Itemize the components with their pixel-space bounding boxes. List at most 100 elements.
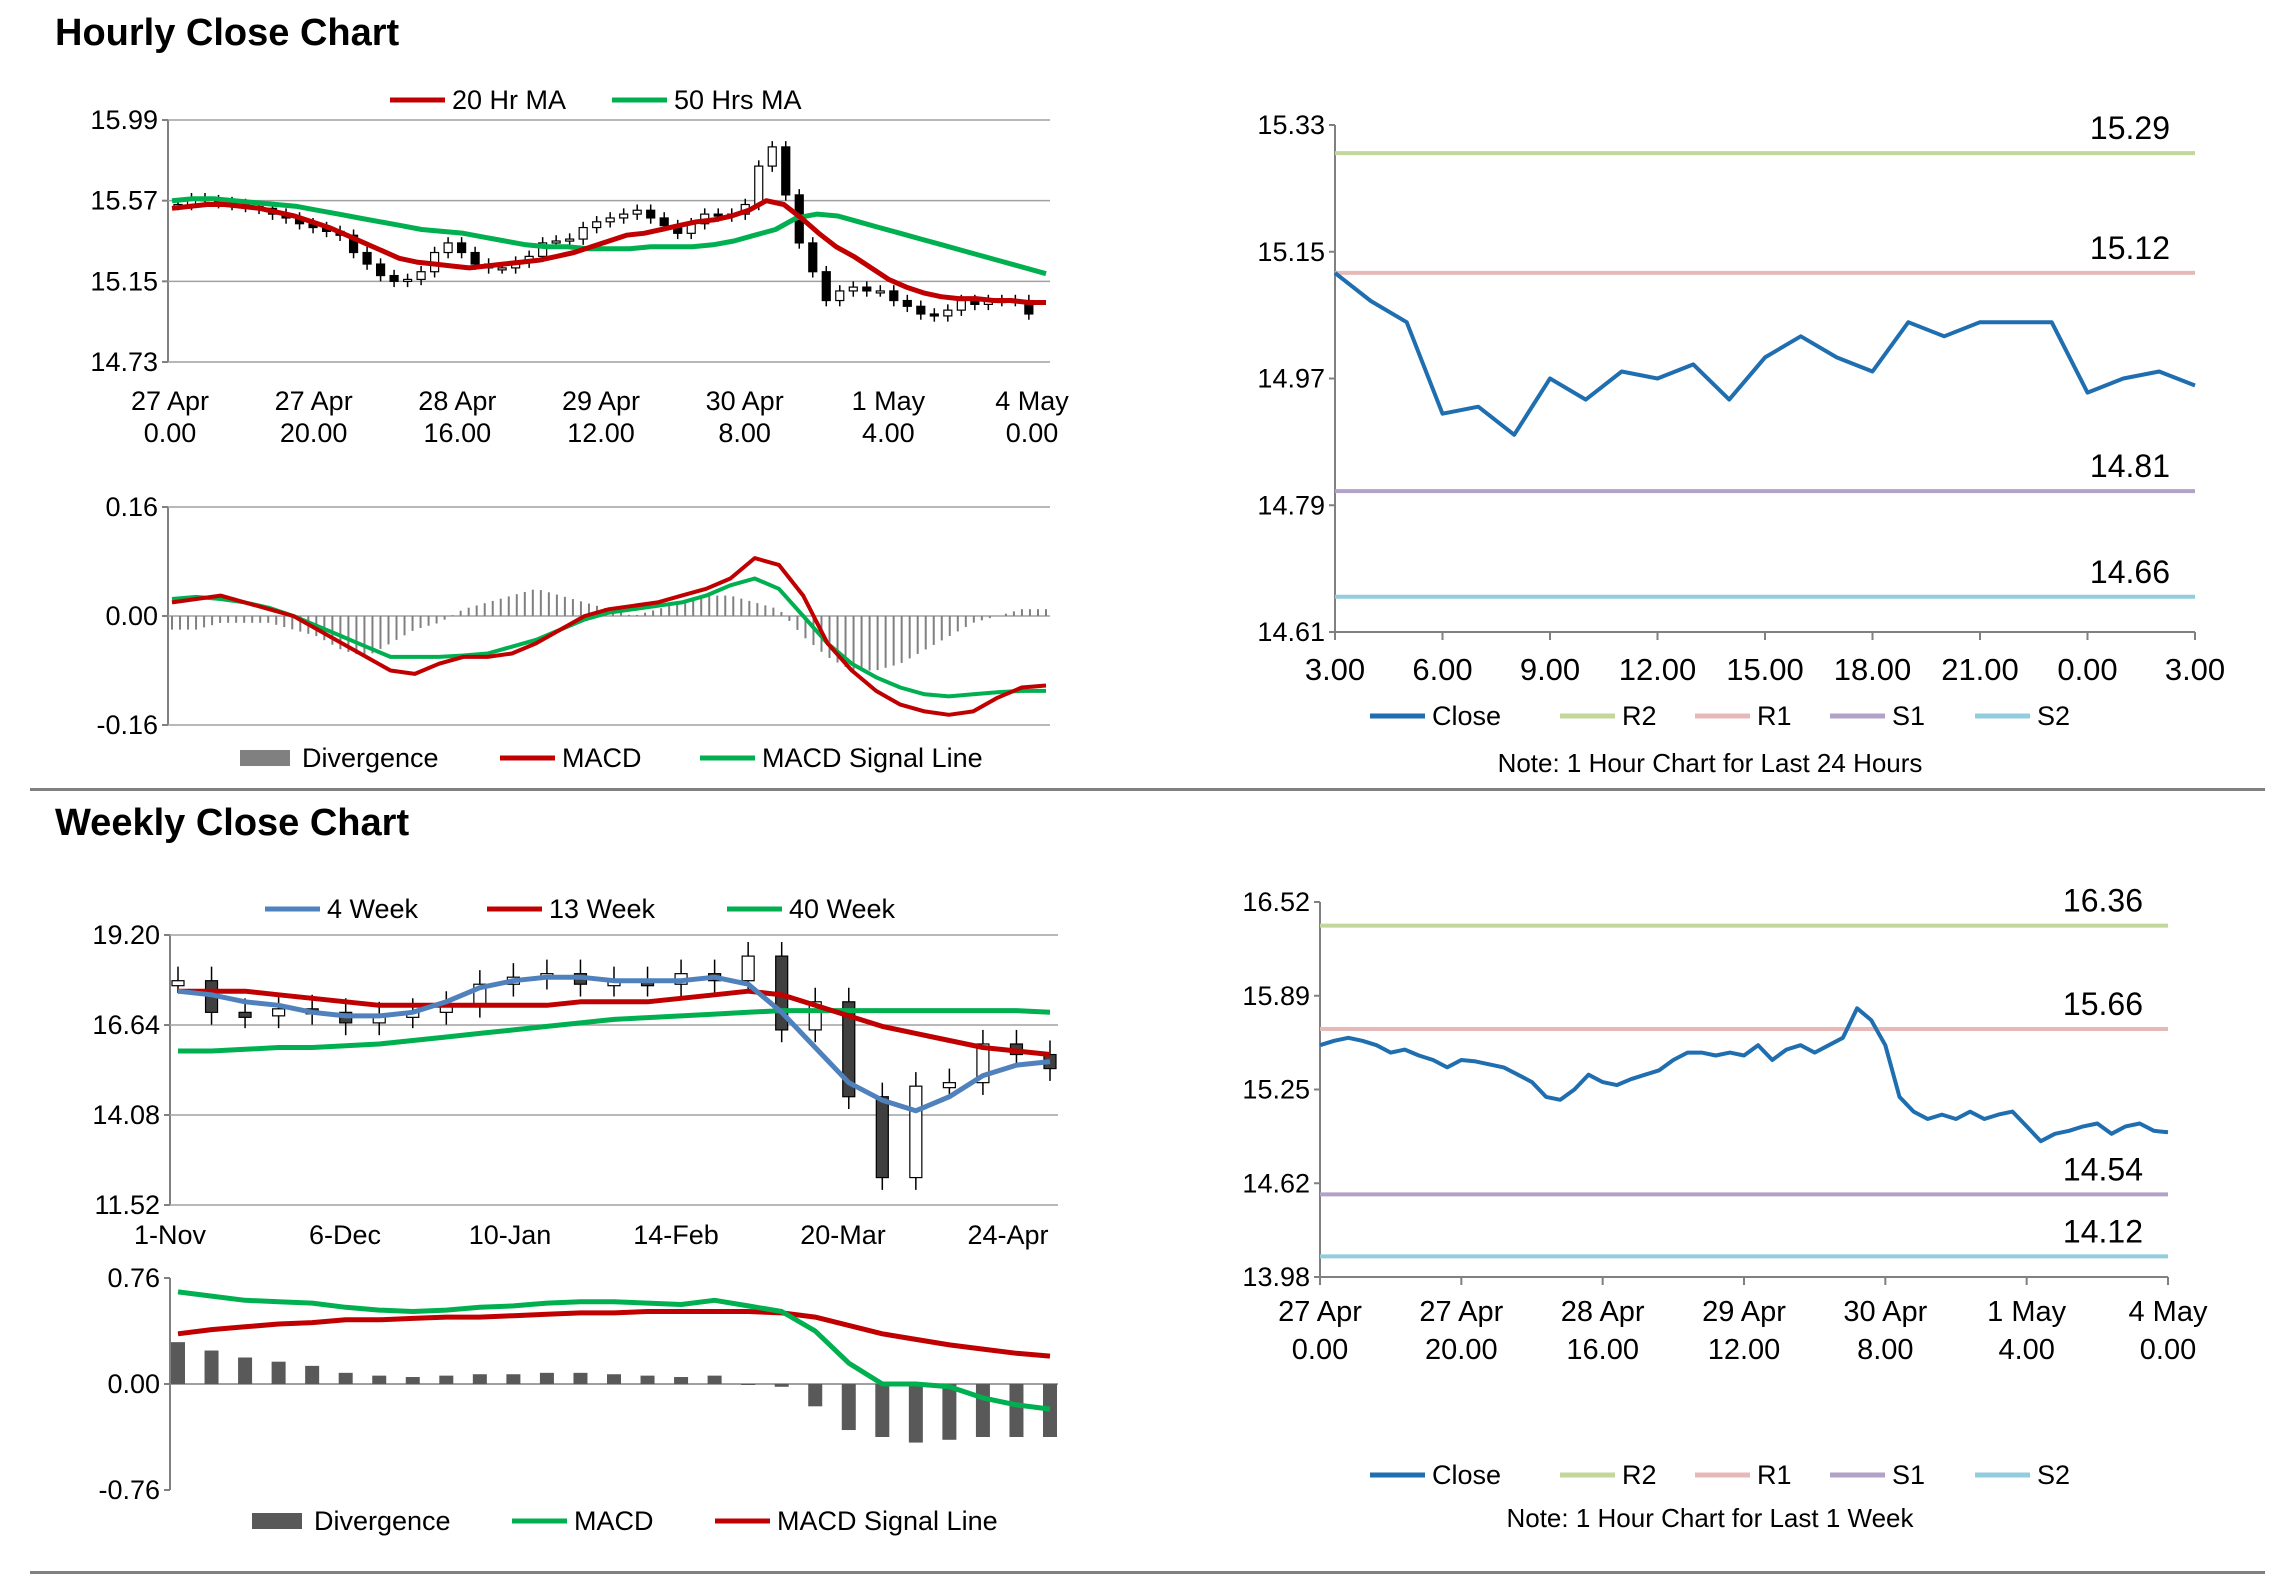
hourly-20hr-ma-line [171, 198, 1046, 305]
weekly-1w-x-tick: 4 May [2129, 1296, 2208, 1328]
section-divider [30, 788, 2265, 791]
weekly-divergence-bar [674, 1377, 689, 1384]
hourly-price-x-tick: 29 Apr [562, 386, 640, 416]
weekly-price-y-tick: 11.52 [94, 1190, 160, 1220]
weekly-price-x-tick: 14-Feb [633, 1220, 719, 1250]
hourly-macd-legend-divergence-swatch [240, 750, 290, 766]
hourly-candle-body [592, 221, 602, 229]
weekly-divergence-bar [975, 1384, 990, 1437]
weekly-macd-line [177, 1289, 1051, 1412]
hourly-macd-y-tick: 0.00 [105, 601, 158, 631]
weekly-candle-body [909, 1085, 923, 1179]
weekly-1w-y-tick: 14.62 [1242, 1168, 1310, 1198]
weekly-divergence-bar [405, 1377, 420, 1384]
weekly-macd-y-tick: 0.00 [107, 1369, 160, 1399]
weekly-price-x-tick: 20-Mar [800, 1220, 886, 1250]
hourly-24h-y-tick: 15.15 [1257, 237, 1325, 267]
weekly-1w-x-tick: 27 Apr [1419, 1296, 1503, 1328]
weekly-price-y-tick: 16.64 [92, 1010, 160, 1040]
hourly-24h-legend-s2-label: S2 [2037, 701, 2070, 731]
weekly-1w-x-tick: 27 Apr [1278, 1296, 1362, 1328]
hourly-24h-legend-s1-label: S1 [1892, 701, 1925, 731]
weekly-1w-x-tick: 4.00 [1998, 1334, 2054, 1366]
weekly-divergence-bar [539, 1372, 554, 1384]
hourly-24h-x-tick: 12.00 [1619, 652, 1697, 687]
hourly-candle-body [713, 213, 723, 217]
weekly-1w-legend-close-label: Close [1432, 1460, 1501, 1490]
hourly-candle-body [754, 165, 764, 206]
weekly-1w-y-tick: 15.89 [1242, 981, 1310, 1011]
weekly-divergence-bar [573, 1372, 588, 1384]
weekly-candle-body [238, 1011, 252, 1018]
hourly-macd-y-tick: -0.16 [96, 710, 158, 740]
bottom-divider [30, 1571, 2265, 1574]
hourly-24h-x-tick: 9.00 [1520, 652, 1580, 687]
hourly-candle-body [605, 217, 615, 223]
weekly-1w-s1-value: 14.54 [2063, 1151, 2143, 1187]
hourly-24h-x-tick: 21.00 [1941, 652, 2019, 687]
hourly-candle-body [565, 238, 575, 242]
weekly-price-legend-4wk-label: 4 Week [327, 894, 419, 924]
hourly-price-x-tick: 27 Apr [131, 386, 209, 416]
hourly-price-x-tick: 20.00 [280, 418, 348, 448]
weekly-price-x-tick: 10-Jan [469, 1220, 552, 1250]
weekly-1w-y-tick: 15.25 [1242, 1075, 1310, 1105]
hourly-macd-legend-divergence-label: Divergence [302, 743, 439, 773]
hourly-candle-body [821, 271, 831, 302]
hourly-candle-body [619, 213, 629, 219]
weekly-candle-body [842, 1001, 856, 1098]
weekly-13wk-line [178, 988, 1051, 1057]
hourly-candle-body [943, 309, 953, 317]
hourly-candle-body [470, 251, 480, 265]
hourly-price-y-tick: 15.57 [90, 186, 158, 216]
weekly-divergence-bar [942, 1384, 957, 1440]
weekly-1w-legend-s1-label: S1 [1892, 1460, 1925, 1490]
hourly-24h-x-tick: 15.00 [1726, 652, 1804, 687]
weekly-1w-x-tick: 0.00 [2140, 1334, 2196, 1366]
hourly-candle-body [767, 146, 777, 167]
weekly-price-legend-40wk-label: 40 Week [789, 894, 896, 924]
weekly-divergence-bar [506, 1374, 521, 1384]
hourly-price-legend-20hr-label: 20 Hr MA [452, 85, 566, 115]
hourly-24h-y-tick: 14.61 [1257, 617, 1325, 647]
weekly-candle-body [942, 1082, 956, 1089]
hourly-24h-note: Note: 1 Hour Chart for Last 24 Hours [1498, 748, 1923, 778]
hourly-candle-body [538, 242, 548, 257]
hourly-price-x-tick: 0.00 [144, 418, 197, 448]
weekly-divergence-bar [607, 1374, 621, 1384]
weekly-1w-legend-s2-label: S2 [2037, 1460, 2070, 1490]
weekly-divergence-bar [204, 1350, 219, 1384]
weekly-divergence-bar [439, 1375, 454, 1384]
hourly-24h-x-tick: 0.00 [2057, 652, 2117, 687]
hourly-price-x-tick: 4 May [995, 386, 1069, 416]
weekly-macd-legend-macd-label: MACD [574, 1506, 654, 1536]
weekly-1w-x-tick: 30 Apr [1843, 1296, 1927, 1328]
hourly-price-x-tick: 1 May [852, 386, 926, 416]
weekly-divergence-bar [640, 1375, 655, 1384]
hourly-candle-body [375, 263, 386, 277]
weekly-divergence-bar [271, 1361, 286, 1384]
hourly-candle-body [916, 305, 926, 315]
weekly-40wk-line [178, 1008, 1051, 1054]
weekly-1w-note: Note: 1 Hour Chart for Last 1 Week [1506, 1503, 1914, 1533]
weekly-section-title: Weekly Close Chart [55, 802, 410, 844]
hourly-candle-body [362, 251, 372, 265]
hourly-24h-s1-value: 14.81 [2090, 448, 2170, 484]
weekly-1w-y-tick: 13.98 [1242, 1262, 1310, 1292]
hourly-24h-y-tick: 15.33 [1257, 110, 1325, 140]
hourly-24h-x-tick: 3.00 [2165, 652, 2225, 687]
hourly-candle-body [862, 286, 872, 292]
weekly-divergence-bar [908, 1384, 923, 1443]
hourly-candle-body [781, 146, 791, 196]
hourly-24h-r2-value: 15.29 [2090, 110, 2170, 146]
hourly-24h-legend-r1-label: R1 [1757, 701, 1792, 731]
hourly-candle-body [875, 290, 885, 294]
weekly-1w-x-tick: 20.00 [1425, 1334, 1498, 1366]
hourly-price-x-tick: 0.00 [1006, 418, 1059, 448]
hourly-candle-body [632, 209, 642, 215]
hourly-price-y-tick: 14.73 [90, 347, 158, 377]
weekly-1w-close-line [1319, 1006, 2169, 1144]
weekly-1w-x-tick: 8.00 [1857, 1334, 1913, 1366]
hourly-candle-body [659, 217, 669, 227]
